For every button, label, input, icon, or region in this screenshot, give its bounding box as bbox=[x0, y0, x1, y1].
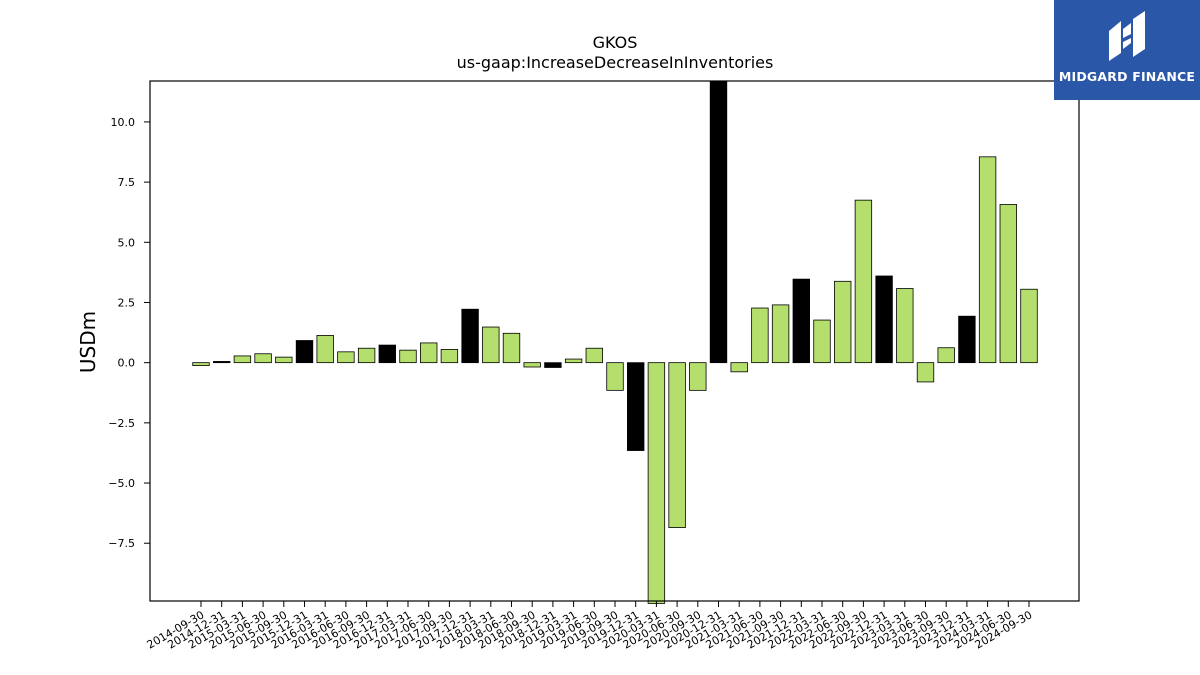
chart-title: GKOS bbox=[593, 33, 638, 52]
bar-2023-09-30 bbox=[937, 347, 955, 364]
bar-2023-03-31 bbox=[896, 288, 914, 364]
bar-2018-09-30 bbox=[523, 362, 541, 368]
y-tick-label: 7.5 bbox=[118, 176, 136, 189]
bar-2015-12-31 bbox=[295, 340, 314, 364]
bar-2017-12-31 bbox=[461, 308, 479, 364]
bar-2021-03-31 bbox=[730, 362, 748, 373]
bar-2019-03-31 bbox=[564, 358, 583, 364]
bar-2016-12-31 bbox=[378, 344, 396, 364]
bar-2018-03-31 bbox=[482, 326, 500, 364]
bars-layer bbox=[192, 80, 1038, 604]
bar-2020-09-30 bbox=[689, 362, 707, 391]
y-tick-label: −7.5 bbox=[108, 537, 135, 550]
bar-2019-09-30 bbox=[606, 362, 624, 391]
bar-2024-09-30 bbox=[1020, 288, 1038, 364]
y-tick-label: −2.5 bbox=[108, 417, 135, 430]
bar-2016-06-30 bbox=[337, 351, 355, 364]
bar-2020-06-30 bbox=[668, 362, 686, 528]
plot-frame bbox=[149, 80, 1080, 602]
y-axis-label: USDm bbox=[76, 311, 100, 373]
bar-2021-12-31 bbox=[792, 278, 810, 364]
y-tick-label: 0.0 bbox=[118, 357, 136, 370]
bar-2024-06-30 bbox=[999, 204, 1017, 364]
bar-2017-03-31 bbox=[399, 349, 417, 364]
bar-2017-06-30 bbox=[420, 342, 438, 364]
bar-2016-03-31 bbox=[316, 335, 334, 364]
bar-2020-12-31 bbox=[709, 80, 728, 364]
bar-2018-06-30 bbox=[502, 332, 521, 364]
y-ticks: 10.0 7.5 5.0 2.5 0.0 −2.5 −5.0 −7.5 bbox=[108, 116, 150, 550]
bar-2022-06-30 bbox=[834, 280, 852, 364]
brand-logo: MIDGARD FINANCE bbox=[1054, 0, 1200, 100]
bar-2017-09-30 bbox=[440, 349, 459, 364]
bar-2014-09-30 bbox=[192, 362, 210, 366]
x-ticks: 2014-09-302014-12-312015-03-312015-06-30… bbox=[145, 601, 1035, 652]
chart-subtitle: us-gaap:IncreaseDecreaseInInventories bbox=[457, 53, 774, 72]
bar-2014-12-31 bbox=[213, 361, 231, 364]
y-tick-label: 5.0 bbox=[118, 236, 136, 249]
bar-2024-03-31 bbox=[978, 156, 997, 364]
bar-2022-12-31 bbox=[875, 275, 893, 364]
bar-2021-09-30 bbox=[771, 304, 790, 364]
midgard-monogram-icon bbox=[1109, 11, 1145, 61]
bar-2015-06-30 bbox=[254, 353, 272, 364]
bar-2020-03-31 bbox=[647, 362, 666, 604]
bar-2019-12-31 bbox=[627, 362, 645, 451]
bar-2015-09-30 bbox=[275, 356, 293, 364]
bar-2022-09-30 bbox=[854, 199, 873, 364]
bar-2016-09-30 bbox=[357, 347, 376, 364]
y-tick-label: −5.0 bbox=[108, 477, 135, 490]
bar-2018-12-31 bbox=[544, 362, 562, 368]
y-tick-label: 2.5 bbox=[118, 296, 136, 309]
bar-2015-03-31 bbox=[233, 355, 252, 364]
y-tick-label: 10.0 bbox=[111, 116, 136, 129]
bar-2023-06-30 bbox=[916, 362, 935, 383]
bar-2022-03-31 bbox=[813, 319, 831, 364]
bar-2019-06-30 bbox=[585, 347, 603, 364]
bar-2021-06-30 bbox=[751, 307, 769, 364]
brand-name: MIDGARD FINANCE bbox=[1058, 69, 1196, 84]
bar-2023-12-31 bbox=[958, 315, 976, 364]
